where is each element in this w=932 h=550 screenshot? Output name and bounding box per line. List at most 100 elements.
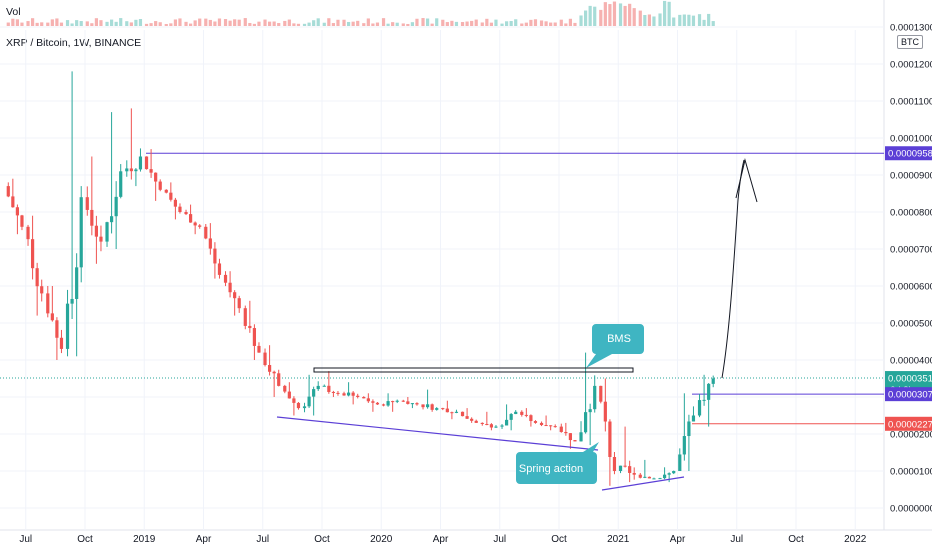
volume-bar [460, 22, 465, 26]
volume-bar [579, 15, 583, 26]
volume-bar [35, 22, 39, 26]
annotation-lines [0, 152, 884, 425]
candle-body [401, 400, 405, 402]
candle-body [85, 197, 89, 210]
volume-bar [678, 14, 682, 26]
volume-bar [638, 10, 642, 26]
volume-bar [514, 19, 518, 26]
spring-callout-shape [516, 442, 599, 484]
volume-bar [544, 21, 548, 26]
candle-body [351, 392, 355, 396]
volume-bar [204, 18, 208, 26]
volume-bar [366, 18, 370, 26]
volume-bar [391, 22, 395, 26]
candle-body [520, 411, 524, 415]
x-tick-label: Oct [551, 534, 567, 545]
volume-bar [178, 18, 182, 26]
candle-body [119, 171, 123, 197]
volume-bar [612, 1, 617, 27]
time-axis: Jul Oct 2019 Apr Jul Oct 2020 Apr Jul Oct 2021 Apr J… [19, 534, 866, 545]
x-tick-label: Apr [670, 534, 686, 545]
candle-body [90, 209, 94, 226]
candle-body [188, 214, 193, 223]
volume-bar [40, 22, 44, 26]
volume-bar [228, 20, 232, 26]
currency-badge[interactable]: BTC [897, 35, 923, 49]
volume-bar [99, 20, 103, 26]
candle-body [154, 172, 158, 182]
candle-body [65, 303, 70, 349]
x-tick-label: 2021 [607, 534, 630, 545]
x-tick-label: Apr [433, 534, 449, 545]
volume-bar [11, 18, 15, 26]
volume-bar [351, 21, 355, 26]
candle-body [559, 426, 563, 432]
candle-body [292, 398, 296, 403]
volume-bar [158, 22, 162, 26]
candle-body [375, 402, 380, 405]
price-label-text: 0.00003077 [888, 390, 932, 401]
volume-bar [465, 21, 469, 26]
candle-body [623, 465, 627, 467]
candle-body [628, 466, 632, 473]
volume-bar [441, 19, 445, 26]
volume-bar [454, 21, 459, 26]
candle-body [533, 421, 538, 423]
candle-body [711, 378, 715, 384]
candle-body [129, 168, 133, 172]
candle-body [99, 236, 103, 242]
volume-bar [15, 19, 20, 26]
candle-body [267, 365, 272, 372]
volume-bar [149, 23, 153, 26]
candle-body [702, 399, 706, 401]
x-tick-label: Jul [19, 534, 32, 545]
volume-bar [243, 18, 247, 26]
projection-arrow [721, 159, 745, 379]
volume-bar [213, 21, 217, 26]
candle-body [217, 263, 222, 275]
chart-grid [0, 0, 932, 531]
candle-body [302, 406, 307, 409]
candle-body [395, 400, 399, 402]
volume-bar [237, 19, 241, 26]
candles [6, 71, 715, 486]
candle-body [618, 465, 623, 471]
candle-body [485, 423, 489, 425]
candle-body [283, 385, 287, 392]
price-label-bg [885, 387, 932, 402]
candle-body [593, 385, 597, 410]
volume-bar [628, 3, 632, 26]
candle-body [336, 392, 340, 394]
volume-bar [30, 18, 35, 26]
volume-bar [198, 18, 202, 26]
candle-body [474, 420, 478, 423]
volume-bar [287, 19, 291, 26]
volume-bar [520, 23, 524, 26]
volume-bar [302, 23, 307, 26]
volume-bar [381, 18, 386, 26]
y-tick-label: 0.00010000 [890, 134, 932, 145]
candle-body [579, 432, 583, 442]
y-tick-label: 0.00008000 [890, 208, 932, 219]
y-tick-label: 0.00000000 [890, 504, 932, 515]
candle-body [687, 421, 691, 437]
volume-bar [307, 22, 311, 26]
candle-body [524, 414, 528, 416]
volume-bar [138, 19, 143, 26]
candle-body [94, 225, 99, 237]
volume-bar [415, 18, 419, 26]
volume-bar [691, 15, 696, 26]
candle-body [277, 373, 281, 386]
candle-body [114, 196, 118, 217]
volume-bar [85, 21, 89, 26]
candle-body [35, 268, 39, 287]
candle-body [204, 226, 208, 239]
volume-bars [6, 0, 715, 27]
candle-body [638, 474, 642, 478]
volume-bar [336, 19, 340, 26]
candle-body [158, 181, 162, 190]
candle-body [445, 408, 449, 413]
candle-body [435, 408, 439, 410]
